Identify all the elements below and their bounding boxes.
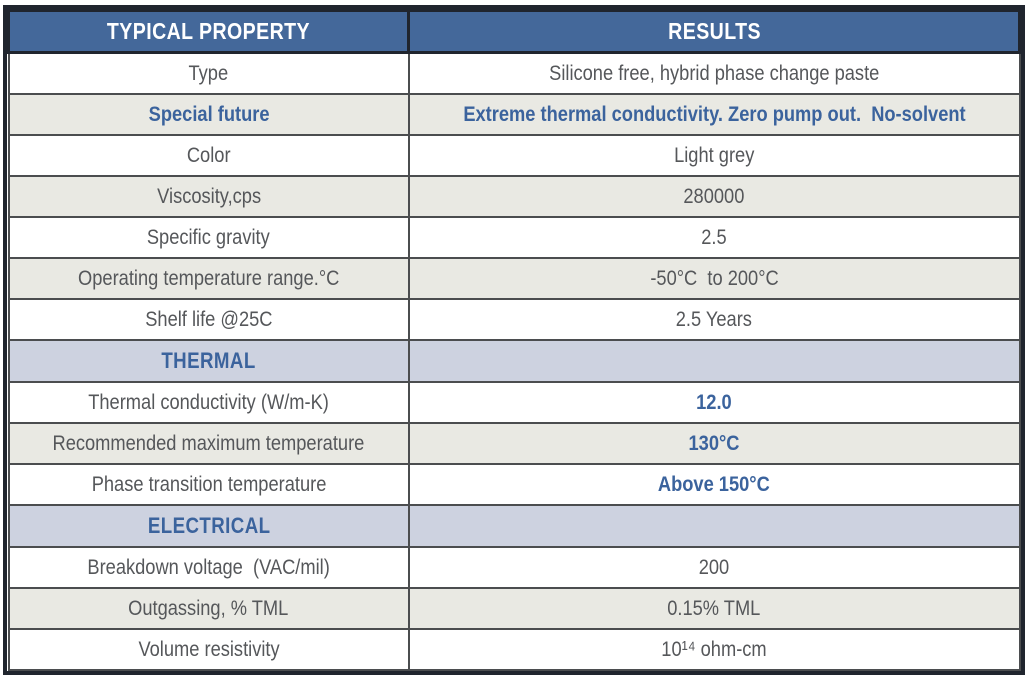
table-row: Outgassing, % TML 0.15% TML <box>7 587 1021 630</box>
property-cell: Specific gravity <box>7 215 410 259</box>
result-cell: 2.5 <box>407 215 1021 259</box>
table-row: Viscosity,cps 280000 <box>7 174 1021 218</box>
property-cell: Breakdown voltage (VAC/mil) <box>7 546 410 590</box>
result-cell <box>407 503 1021 549</box>
table-row: Type Silicone free, hybrid phase change p… <box>7 51 1021 96</box>
property-text: Outgassing, % TML <box>128 596 289 621</box>
property-header-cell: TYPICAL PROPERTY <box>6 9 411 54</box>
result-text: 12.0 <box>696 389 732 414</box>
property-cell: Outgassing, % TML <box>7 587 410 630</box>
property-header-label: TYPICAL PROPERTY <box>107 18 311 44</box>
property-cell: Shelf life @25C <box>7 297 410 341</box>
table-row: Operating temperature range.°C -50°C to 2… <box>7 256 1021 300</box>
result-cell: 10¹⁴ ohm-cm <box>407 627 1021 672</box>
result-cell: -50°C to 200°C <box>407 256 1021 300</box>
result-text: Silicone free, hybrid phase change paste <box>549 61 880 86</box>
table-row: Breakdown voltage (VAC/mil) 200 <box>7 546 1021 590</box>
property-cell: Type <box>7 51 410 96</box>
property-text: Special future <box>148 102 270 127</box>
result-cell: 130°C <box>407 421 1021 465</box>
result-text: Above 150°C <box>658 471 771 496</box>
table-row: Shelf life @25C 2.5 Years <box>7 297 1021 341</box>
property-text: ELECTRICAL <box>147 512 271 538</box>
property-cell: THERMAL <box>7 338 410 384</box>
section-row: THERMAL <box>7 338 1021 384</box>
property-text: Color <box>186 143 231 168</box>
table-body: Type Silicone free, hybrid phase change p… <box>7 51 1021 672</box>
table-row: Phase transition temperature Above 150°C <box>7 462 1021 506</box>
property-cell: ELECTRICAL <box>7 503 410 549</box>
table-row: Volume resistivity 10¹⁴ ohm-cm <box>7 627 1021 672</box>
result-cell: 0.15% TML <box>407 587 1021 630</box>
result-text: 0.15% TML <box>667 596 761 621</box>
property-cell: Phase transition temperature <box>7 462 410 506</box>
result-cell: 200 <box>407 546 1021 590</box>
table-row: Special future Extreme thermal conductivi… <box>7 93 1021 137</box>
result-cell <box>407 338 1021 384</box>
property-cell: Recommended maximum temperature <box>7 421 410 465</box>
result-text: 200 <box>698 555 730 580</box>
property-text: Breakdown voltage (VAC/mil) <box>87 555 330 580</box>
header-row: TYPICAL PROPERTY RESULTS <box>6 9 1021 54</box>
table-row: Thermal conductivity (W/m-K) 12.0 <box>7 381 1021 424</box>
result-text: 10¹⁴ ohm-cm <box>661 636 767 661</box>
result-cell: 12.0 <box>407 381 1021 424</box>
property-text: Viscosity,cps <box>156 183 261 208</box>
property-cell: Color <box>7 134 410 177</box>
result-text: Extreme thermal conductivity. Zero pump … <box>463 102 966 127</box>
spec-table: TYPICAL PROPERTY RESULTS Type Silicone fr… <box>6 9 1021 672</box>
result-cell: 280000 <box>407 174 1021 218</box>
results-header-label: RESULTS <box>667 18 761 44</box>
result-text: -50°C to 200°C <box>649 265 779 290</box>
results-header-cell: RESULTS <box>407 9 1021 54</box>
property-text: Recommended maximum temperature <box>52 430 365 455</box>
property-text: Shelf life @25C <box>145 306 273 331</box>
property-text: Operating temperature range.°C <box>78 265 340 290</box>
property-text: Thermal conductivity (W/m-K) <box>88 389 329 414</box>
result-cell: Light grey <box>407 134 1021 177</box>
property-text: Volume resistivity <box>138 636 280 661</box>
property-cell: Operating temperature range.°C <box>7 256 410 300</box>
property-text: Specific gravity <box>147 224 271 249</box>
section-row: ELECTRICAL <box>7 503 1021 549</box>
result-text: 280000 <box>683 183 745 208</box>
property-text: Type <box>188 61 229 86</box>
property-text: Phase transition temperature <box>91 471 326 496</box>
table-row: Specific gravity 2.5 <box>7 215 1021 259</box>
spec-table-wrapper: TYPICAL PROPERTY RESULTS Type Silicone fr… <box>3 5 1025 675</box>
table-row: Color Light grey <box>7 134 1021 177</box>
table-row: Recommended maximum temperature 130°C <box>7 421 1021 465</box>
property-cell: Volume resistivity <box>7 627 410 672</box>
result-cell: Extreme thermal conductivity. Zero pump … <box>407 93 1021 137</box>
result-cell: 2.5 Years <box>407 297 1021 341</box>
property-cell: Special future <box>7 93 410 137</box>
result-text: Light grey <box>674 143 755 168</box>
result-text: 2.5 <box>701 224 727 249</box>
result-cell: Silicone free, hybrid phase change paste <box>407 51 1021 96</box>
property-text: THERMAL <box>161 347 256 373</box>
property-cell: Thermal conductivity (W/m-K) <box>7 381 410 424</box>
result-text: 2.5 Years <box>676 306 753 331</box>
result-cell: Above 150°C <box>407 462 1021 506</box>
property-cell: Viscosity,cps <box>7 174 410 218</box>
result-text: 130°C <box>688 430 740 455</box>
